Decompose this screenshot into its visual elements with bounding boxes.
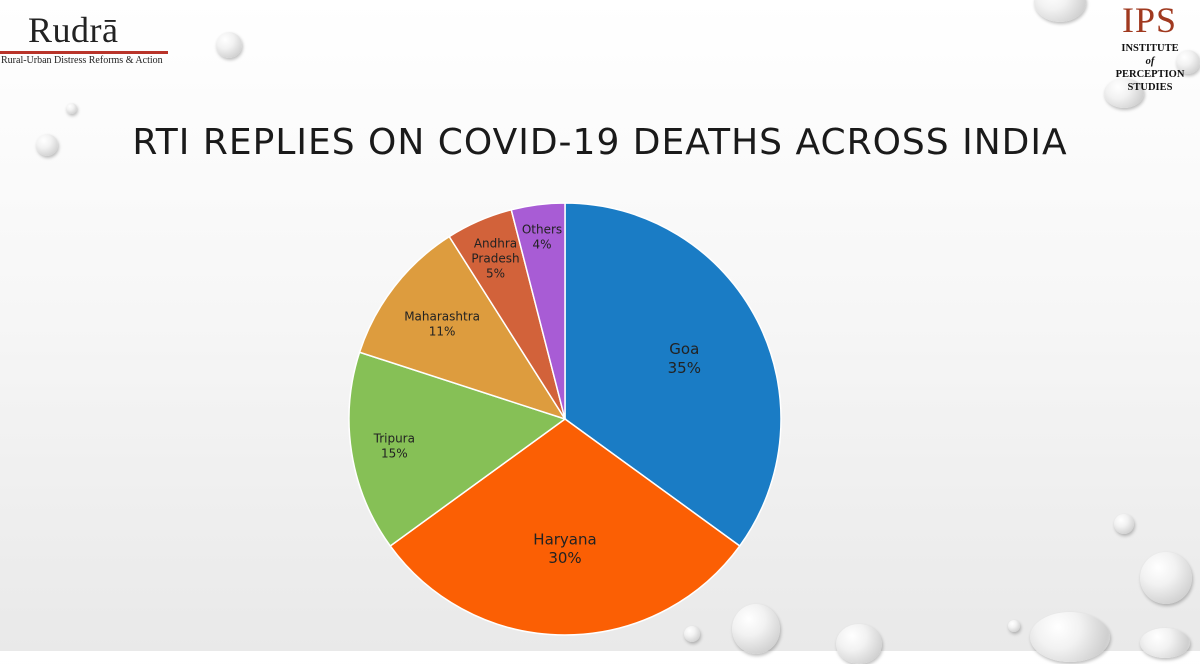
pie-slice-maharashtra <box>358 235 567 421</box>
ips-logo-line3: PERCEPTION <box>1115 69 1185 80</box>
water-drop-decoration <box>1140 552 1192 604</box>
pie-label-tripura: Tripura 15% <box>373 432 415 461</box>
pie-label-goa: Goa 35% <box>668 340 701 377</box>
water-drop-decoration <box>684 626 700 642</box>
pie-slice-haryana <box>389 418 741 636</box>
ips-logo: IPS INSTITUTE of PERCEPTION STUDIES <box>1100 0 1200 125</box>
rudra-logo: Rudrā Rural-Urban Distress Reforms & Act… <box>0 10 175 70</box>
pie-slice-goa <box>564 202 782 548</box>
rudra-logo-underline <box>0 51 168 54</box>
water-drop-decoration <box>36 134 58 156</box>
ips-logo-line4: STUDIES <box>1127 82 1173 93</box>
pie-label-others: Others 4% <box>522 223 562 252</box>
chart-title: RTI REPLIES ON COVID-19 DEATHS ACROSS IN… <box>132 122 1068 163</box>
water-drop-decoration <box>1034 0 1086 22</box>
ips-logo-line1: INSTITUTE <box>1121 43 1179 54</box>
rudra-logo-wordmark: Rudrā <box>28 10 119 50</box>
water-drop-decoration <box>1008 620 1020 632</box>
water-drop-decoration <box>216 32 242 58</box>
ips-logo-subtitle: INSTITUTE of PERCEPTION STUDIES <box>1100 42 1200 94</box>
water-drop-decoration <box>1104 78 1144 108</box>
pie-label-haryana: Haryana 30% <box>533 531 596 568</box>
ips-logo-line2: of <box>1145 56 1155 67</box>
water-drop-decoration <box>732 604 780 654</box>
ips-logo-wordmark: IPS <box>1122 0 1178 40</box>
rudra-logo-tagline: Rural-Urban Distress Reforms & Action <box>1 55 163 66</box>
pie-label-maharashtra: Maharashtra 11% <box>404 309 480 338</box>
pie-slice-others <box>510 202 566 420</box>
water-drop-decoration <box>1114 514 1134 534</box>
water-drop-decoration <box>66 103 77 114</box>
water-drop-decoration <box>1176 50 1200 74</box>
pie-label-andhra-pradesh: Andhra Pradesh 5% <box>471 237 519 281</box>
pie-slice-tripura <box>348 351 567 548</box>
